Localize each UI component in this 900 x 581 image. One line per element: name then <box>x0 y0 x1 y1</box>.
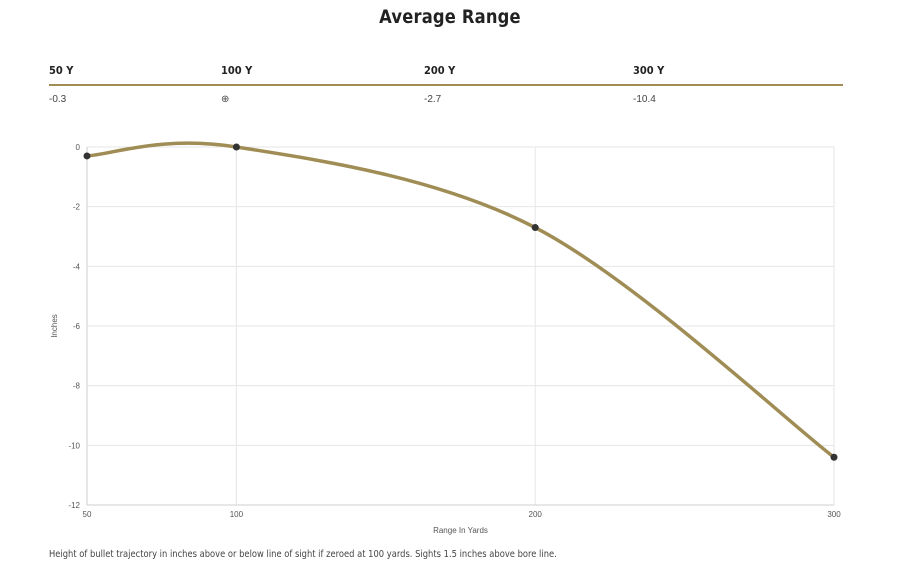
range-header-100: 100 Y <box>221 64 253 77</box>
x-tick-label: 300 <box>827 510 841 519</box>
range-values-row: -0.3 ⊕ -2.7 -10.4 <box>49 86 843 110</box>
x-tick-label: 200 <box>529 510 543 519</box>
chart-title: Average Range <box>379 6 521 28</box>
x-tick-label: 50 <box>83 510 92 519</box>
y-tick-label: -12 <box>68 501 80 510</box>
x-tick-label: 100 <box>230 510 244 519</box>
y-tick-label: 0 <box>76 143 81 152</box>
y-tick-label: -4 <box>73 262 81 271</box>
range-value-200: -2.7 <box>424 94 442 105</box>
chart-points <box>83 143 838 461</box>
y-tick-label: -2 <box>73 203 81 212</box>
range-value-50: -0.3 <box>49 94 67 105</box>
y-tick-label: -8 <box>73 382 81 391</box>
series-line-trajectory <box>85 141 836 460</box>
y-tick-label: -6 <box>73 322 81 331</box>
y-axis-label: Inches <box>50 314 59 338</box>
y-tick-label: -10 <box>68 441 80 450</box>
range-header-50: 50 Y <box>49 64 74 77</box>
data-point-50 <box>83 152 91 160</box>
range-value-300: -10.4 <box>633 94 656 105</box>
range-header-300: 300 Y <box>633 64 665 77</box>
chart-axes <box>86 147 834 506</box>
range-header-row: 50 Y 100 Y 200 Y 300 Y <box>49 60 843 86</box>
data-point-100 <box>232 143 240 151</box>
footnote: Height of bullet trajectory in inches ab… <box>49 549 557 560</box>
data-point-300 <box>830 453 838 461</box>
chart-grid <box>86 146 835 506</box>
range-header-200: 200 Y <box>424 64 456 77</box>
crosshair-icon: ⊕ <box>221 94 230 105</box>
range-table: 50 Y 100 Y 200 Y 300 Y -0.3 ⊕ -2.7 -10.4 <box>49 60 843 110</box>
x-axis-label: Range In Yards <box>433 526 488 535</box>
data-point-200 <box>531 224 539 232</box>
